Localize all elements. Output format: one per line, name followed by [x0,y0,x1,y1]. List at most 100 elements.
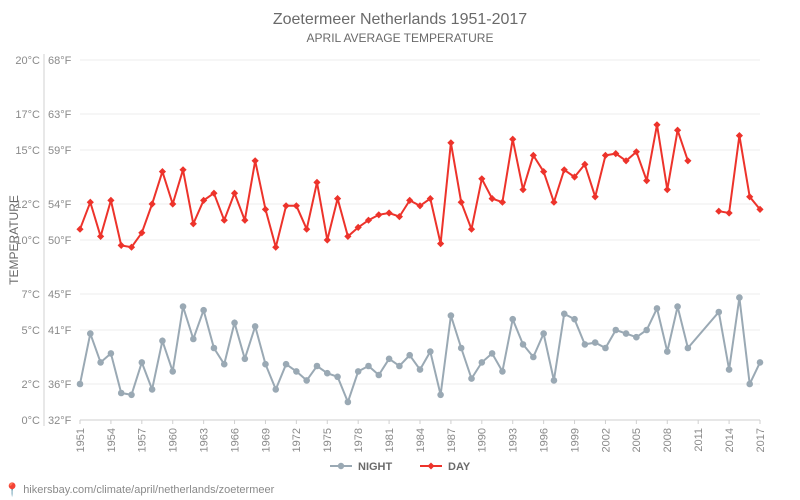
marker-night [736,294,743,301]
marker-day [252,157,259,164]
marker-night [365,363,372,370]
marker-night [139,359,146,366]
marker-night [97,359,104,366]
marker-night [530,354,537,361]
marker-night [623,330,630,337]
marker-day [550,199,557,206]
x-tick-label: 1963 [198,428,210,452]
marker-night [252,323,259,330]
y-tick-fahrenheit: 68°F [48,55,72,67]
marker-day [725,209,732,216]
marker-night [355,368,362,375]
marker-night [87,330,94,337]
marker-night [757,359,764,366]
marker-day [478,175,485,182]
marker-day [509,136,516,143]
marker-day [169,200,176,207]
marker-night [293,368,300,375]
temperature-chart: 0°C32°F2°C36°F5°C41°F7°C45°F10°C50°F12°C… [0,0,800,500]
marker-day [684,157,691,164]
marker-day [664,186,671,193]
marker-day [107,197,114,204]
y-tick-celsius: 17°C [15,109,40,121]
x-tick-label: 1990 [477,428,489,452]
marker-night [345,399,352,406]
marker-day [334,195,341,202]
legend-swatch-marker [428,463,435,470]
y-tick-fahrenheit: 59°F [48,145,72,157]
marker-day [303,226,310,233]
marker-night [479,359,486,366]
marker-night [200,307,207,314]
marker-day [519,186,526,193]
marker-night [417,366,424,373]
x-tick-label: 1972 [291,428,303,452]
marker-night [633,334,640,341]
y-tick-fahrenheit: 36°F [48,379,72,391]
marker-day [458,199,465,206]
x-tick-label: 1978 [353,428,365,452]
marker-night [211,345,218,352]
marker-day [313,179,320,186]
marker-day [190,220,197,227]
source-url: hikersbay.com/climate/april/netherlands/… [23,484,274,496]
marker-night [386,356,393,363]
marker-day [231,190,238,197]
x-tick-label: 1993 [508,428,520,452]
map-pin-icon: 📍 [4,482,20,498]
marker-day [385,209,392,216]
marker-night [283,361,290,368]
marker-day [489,195,496,202]
marker-night [169,368,176,375]
y-tick-celsius: 7°C [22,289,41,301]
y-tick-celsius: 5°C [22,325,41,337]
marker-night [118,390,125,397]
y-tick-fahrenheit: 45°F [48,289,72,301]
y-tick-fahrenheit: 63°F [48,109,72,121]
marker-night [77,381,84,388]
marker-night [375,372,382,379]
marker-day [221,217,228,224]
x-tick-label: 1987 [446,428,458,452]
y-tick-celsius: 20°C [15,55,40,67]
marker-night [159,338,166,345]
marker-day [324,236,331,243]
marker-night [396,363,403,370]
marker-night [551,377,558,384]
series-line-day [80,125,760,247]
x-tick-label: 1999 [569,428,581,452]
marker-night [314,363,321,370]
marker-night [592,339,599,346]
marker-day [375,211,382,218]
source-footer: 📍 hikersbay.com/climate/april/netherland… [4,482,274,498]
marker-night [674,303,681,310]
x-tick-label: 2017 [755,428,767,452]
marker-night [509,316,516,323]
chart-container: 0°C32°F2°C36°F5°C41°F7°C45°F10°C50°F12°C… [0,0,800,500]
marker-night [324,370,331,377]
marker-night [602,345,609,352]
y-tick-fahrenheit: 41°F [48,325,72,337]
marker-night [571,316,578,323]
marker-day [602,152,609,159]
marker-night [180,303,187,310]
legend-swatch-marker [338,463,344,469]
marker-night [242,356,249,363]
marker-day [97,233,104,240]
marker-day [87,199,94,206]
x-tick-label: 1957 [137,428,149,452]
y-tick-fahrenheit: 54°F [48,199,72,211]
y-tick-celsius: 15°C [15,145,40,157]
marker-night [303,377,310,384]
marker-night [540,330,547,337]
marker-night [715,309,722,316]
marker-night [448,312,455,319]
marker-night [468,375,475,382]
legend-label: DAY [448,461,471,473]
x-tick-label: 2011 [693,428,705,452]
marker-day [241,217,248,224]
marker-night [221,361,228,368]
x-tick-label: 2008 [662,428,674,452]
x-tick-label: 1966 [229,428,241,452]
x-tick-label: 1975 [322,428,334,452]
